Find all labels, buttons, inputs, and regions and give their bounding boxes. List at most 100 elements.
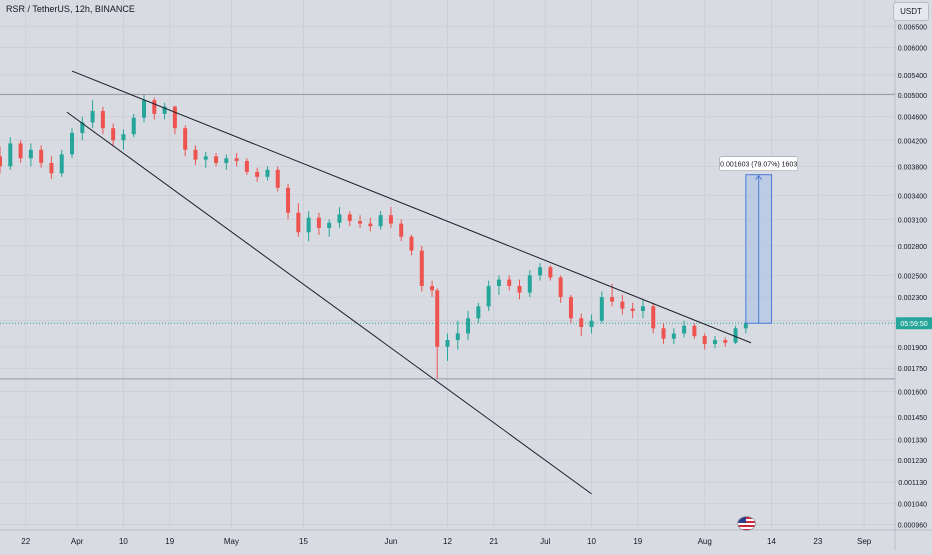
candle-body (244, 160, 249, 172)
candle-body (28, 149, 33, 159)
candle-body (548, 267, 553, 278)
x-tick-label: Jun (384, 537, 397, 546)
horizontal-lines (0, 93, 895, 380)
candle (275, 166, 280, 192)
x-tick-label: 10 (119, 537, 128, 546)
candle-body (265, 169, 270, 177)
candle-body (399, 223, 404, 237)
y-tick-label: 0.004600 (898, 115, 927, 122)
candle-body (507, 279, 512, 286)
candle-body (59, 154, 64, 174)
candle-body (327, 222, 332, 228)
candle-body (496, 279, 501, 286)
last-price-tag[interactable] (896, 317, 932, 330)
candle-body (49, 162, 54, 174)
candle-body (90, 111, 95, 123)
candle (507, 275, 512, 291)
candle (59, 149, 64, 177)
candle (378, 211, 383, 230)
candle (8, 137, 13, 170)
y-tick-label: 0.006500 (898, 25, 927, 32)
candle-body (358, 221, 363, 224)
candle (286, 184, 291, 220)
candle (193, 145, 198, 165)
candle (527, 270, 532, 298)
x-tick-label: Jul (540, 537, 550, 546)
y-tick-label: 0.003800 (898, 164, 927, 171)
candle (558, 275, 563, 303)
time-axis[interactable]: 22 Apr 10 19 May 15 Jun 12 21 Jul 10 19 Aug 14 23 Sep (21, 537, 872, 546)
candle-body (255, 171, 260, 177)
candle (121, 129, 126, 150)
candle (486, 280, 491, 312)
candle (661, 323, 666, 345)
candle-body (610, 297, 615, 302)
candle-body (568, 297, 573, 319)
x-tick-label: 19 (165, 537, 174, 546)
candle (203, 151, 208, 168)
x-tick-label: 22 (21, 537, 30, 546)
candle-body (651, 306, 656, 329)
currency-button[interactable]: USDT (893, 2, 929, 21)
candle-body (630, 308, 635, 312)
candle (337, 207, 342, 228)
us-flag-icon[interactable] (737, 516, 756, 531)
candle (162, 102, 167, 120)
x-tick-label: 14 (767, 537, 776, 546)
candle (358, 215, 363, 228)
candle-body (476, 306, 481, 319)
candle-body (306, 217, 311, 233)
candle-body (640, 306, 645, 312)
last-price-countdown: 05:59:50 (900, 321, 927, 328)
trendlines[interactable] (66, 70, 752, 495)
candle (733, 325, 738, 345)
y-tick-label: 0.001600 (898, 390, 927, 397)
candle (296, 203, 301, 237)
candle-body (538, 267, 543, 276)
candle (28, 143, 33, 167)
x-tick-label: 23 (813, 537, 822, 546)
candle (255, 167, 260, 182)
candle (538, 263, 543, 281)
candle-body (224, 158, 229, 163)
candle (100, 106, 105, 135)
candle-body (193, 149, 198, 160)
candle (723, 337, 728, 347)
candle-body (558, 277, 563, 298)
candle (131, 113, 136, 138)
candle-body (111, 128, 116, 141)
price-axis[interactable]: 0.006500 0.006000 0.005400 0.005000 0.004600… (896, 25, 932, 530)
trendline[interactable] (66, 111, 592, 495)
candle-body (142, 100, 147, 118)
candle-body (486, 285, 491, 307)
candle (316, 212, 321, 235)
candle (306, 211, 311, 242)
y-tick-label: 0.003100 (898, 217, 927, 224)
candle-body (430, 285, 435, 291)
candle-body (589, 320, 594, 328)
x-tick-label: Sep (857, 537, 872, 546)
candle-body (121, 134, 126, 141)
candle-body (100, 111, 105, 129)
candle-body (316, 217, 321, 228)
x-tick-label: 12 (443, 537, 452, 546)
candle (430, 280, 435, 298)
candle (419, 245, 424, 292)
candle (682, 320, 687, 338)
candle-body (620, 301, 625, 309)
candle (90, 100, 95, 129)
candle-body (172, 106, 177, 129)
y-tick-label: 0.001330 (898, 438, 927, 445)
candle (224, 154, 229, 170)
measure-label-box (719, 156, 798, 172)
candle-body (275, 169, 280, 188)
trendline[interactable] (71, 70, 752, 344)
price-range-measure[interactable]: 0.001603 (79.07%) 1603 (719, 156, 798, 324)
candle (445, 333, 450, 361)
candle-body (0, 156, 2, 167)
candle-body (18, 143, 23, 159)
candle-body (661, 328, 666, 339)
